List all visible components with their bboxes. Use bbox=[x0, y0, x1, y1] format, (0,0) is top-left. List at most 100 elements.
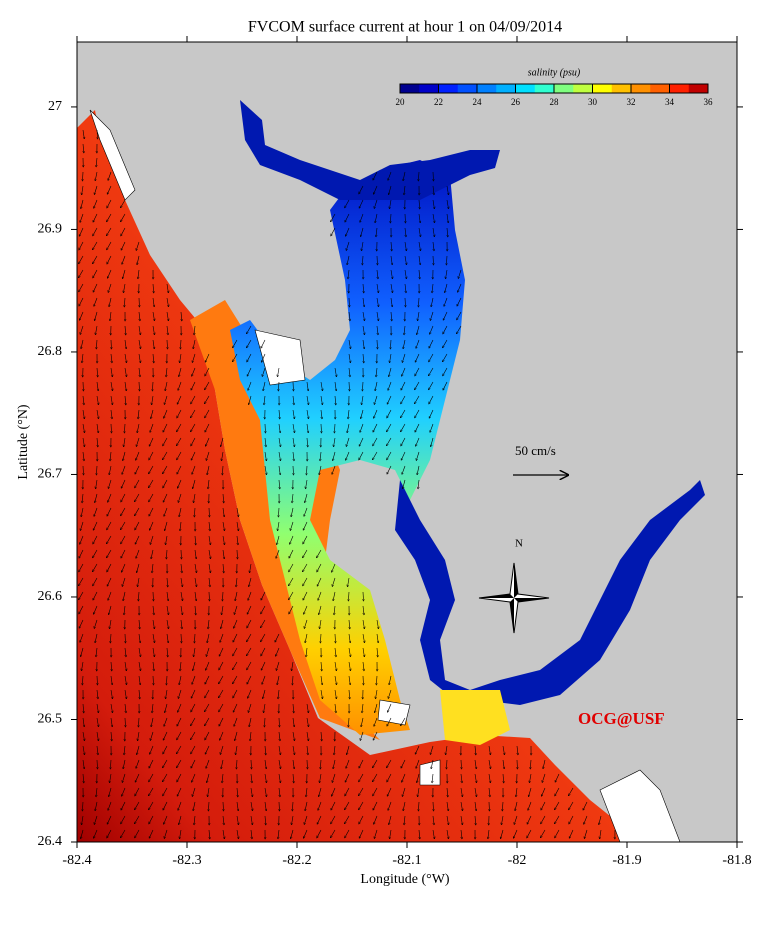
current-vector bbox=[334, 381, 336, 391]
current-vector bbox=[278, 381, 279, 391]
current-vector bbox=[320, 633, 321, 643]
current-vector bbox=[390, 829, 392, 839]
current-vector bbox=[376, 311, 378, 321]
current-vector bbox=[82, 493, 83, 503]
current-vector bbox=[79, 297, 84, 306]
current-vector bbox=[78, 577, 84, 586]
current-vector bbox=[332, 563, 336, 572]
current-vector bbox=[446, 255, 447, 265]
current-vector bbox=[233, 339, 238, 348]
current-vector bbox=[569, 801, 574, 810]
current-vector bbox=[475, 745, 476, 755]
current-vector bbox=[108, 479, 112, 489]
x-axis-label: Longitude (°W) bbox=[360, 872, 450, 887]
current-vector bbox=[208, 563, 210, 573]
current-vector bbox=[292, 409, 294, 419]
current-vector bbox=[135, 521, 140, 530]
current-vector bbox=[135, 829, 140, 838]
current-vector bbox=[264, 395, 265, 405]
colorbar-segment bbox=[592, 84, 613, 93]
current-vector bbox=[206, 437, 210, 446]
current-vector bbox=[121, 479, 126, 488]
colorbar-tick-label: 20 bbox=[396, 97, 406, 107]
current-vector bbox=[206, 661, 210, 670]
current-vector bbox=[177, 465, 182, 474]
current-vector bbox=[219, 703, 224, 712]
current-vector bbox=[192, 773, 196, 782]
current-vector bbox=[249, 717, 252, 727]
current-vector bbox=[137, 563, 140, 573]
current-vector bbox=[320, 675, 322, 685]
current-vector bbox=[517, 745, 518, 755]
current-vector bbox=[178, 703, 182, 712]
current-vector bbox=[278, 507, 279, 517]
current-vector bbox=[96, 409, 99, 419]
current-vector bbox=[362, 255, 363, 265]
current-vector bbox=[320, 689, 323, 699]
y-tick-label: 26.5 bbox=[38, 712, 63, 727]
current-vector bbox=[167, 647, 168, 657]
current-vector bbox=[248, 703, 252, 713]
current-vector bbox=[110, 381, 113, 391]
current-vector bbox=[247, 661, 252, 670]
current-vector bbox=[152, 633, 155, 643]
current-vector bbox=[150, 745, 154, 754]
current-vector bbox=[318, 591, 322, 600]
current-vector bbox=[306, 647, 307, 657]
current-vector bbox=[149, 759, 154, 768]
current-vector bbox=[107, 577, 112, 586]
current-vector bbox=[349, 381, 350, 391]
current-vector bbox=[418, 311, 420, 321]
current-vector bbox=[334, 423, 335, 433]
current-vector bbox=[428, 367, 434, 376]
water bbox=[77, 100, 705, 843]
current-vector bbox=[80, 325, 84, 335]
current-vector bbox=[194, 549, 196, 559]
current-vector bbox=[461, 773, 462, 783]
current-vector bbox=[233, 647, 238, 656]
current-vector bbox=[207, 465, 210, 475]
current-vector bbox=[446, 759, 447, 769]
current-vector bbox=[124, 353, 126, 363]
current-vector bbox=[97, 689, 98, 699]
gulf-water bbox=[77, 110, 630, 842]
current-vector bbox=[387, 451, 392, 460]
current-vector bbox=[375, 689, 378, 699]
current-vector bbox=[151, 549, 154, 559]
current-vector bbox=[307, 437, 308, 447]
current-vector bbox=[320, 381, 323, 391]
current-vector bbox=[109, 465, 112, 475]
current-vector bbox=[293, 773, 294, 783]
current-vector bbox=[348, 647, 351, 657]
current-vector bbox=[121, 493, 126, 502]
current-vector bbox=[404, 325, 405, 335]
current-vector bbox=[389, 185, 392, 195]
current-vector bbox=[429, 339, 434, 348]
current-vector bbox=[135, 507, 140, 516]
current-vector bbox=[94, 619, 98, 629]
current-vector bbox=[389, 199, 392, 209]
current-vector bbox=[177, 451, 182, 460]
current-vector bbox=[180, 577, 182, 587]
current-vector bbox=[529, 787, 532, 797]
current-vector bbox=[247, 633, 252, 642]
current-vector bbox=[167, 325, 168, 335]
current-vector bbox=[319, 773, 322, 783]
current-vector bbox=[166, 283, 168, 293]
current-vector bbox=[233, 633, 238, 642]
current-vector bbox=[190, 731, 196, 740]
current-vector bbox=[166, 367, 167, 377]
current-vector bbox=[97, 759, 98, 769]
current-vector bbox=[177, 395, 182, 404]
current-vector bbox=[121, 241, 126, 250]
current-vector bbox=[376, 633, 378, 643]
current-vector bbox=[374, 717, 378, 726]
current-vector bbox=[419, 829, 420, 839]
current-vector bbox=[94, 185, 98, 195]
current-vector bbox=[192, 367, 196, 376]
current-vector bbox=[319, 605, 322, 615]
current-vector bbox=[139, 367, 140, 377]
current-vector bbox=[404, 815, 405, 825]
caloosahatchee-river bbox=[395, 480, 705, 705]
current-vector bbox=[209, 591, 210, 601]
